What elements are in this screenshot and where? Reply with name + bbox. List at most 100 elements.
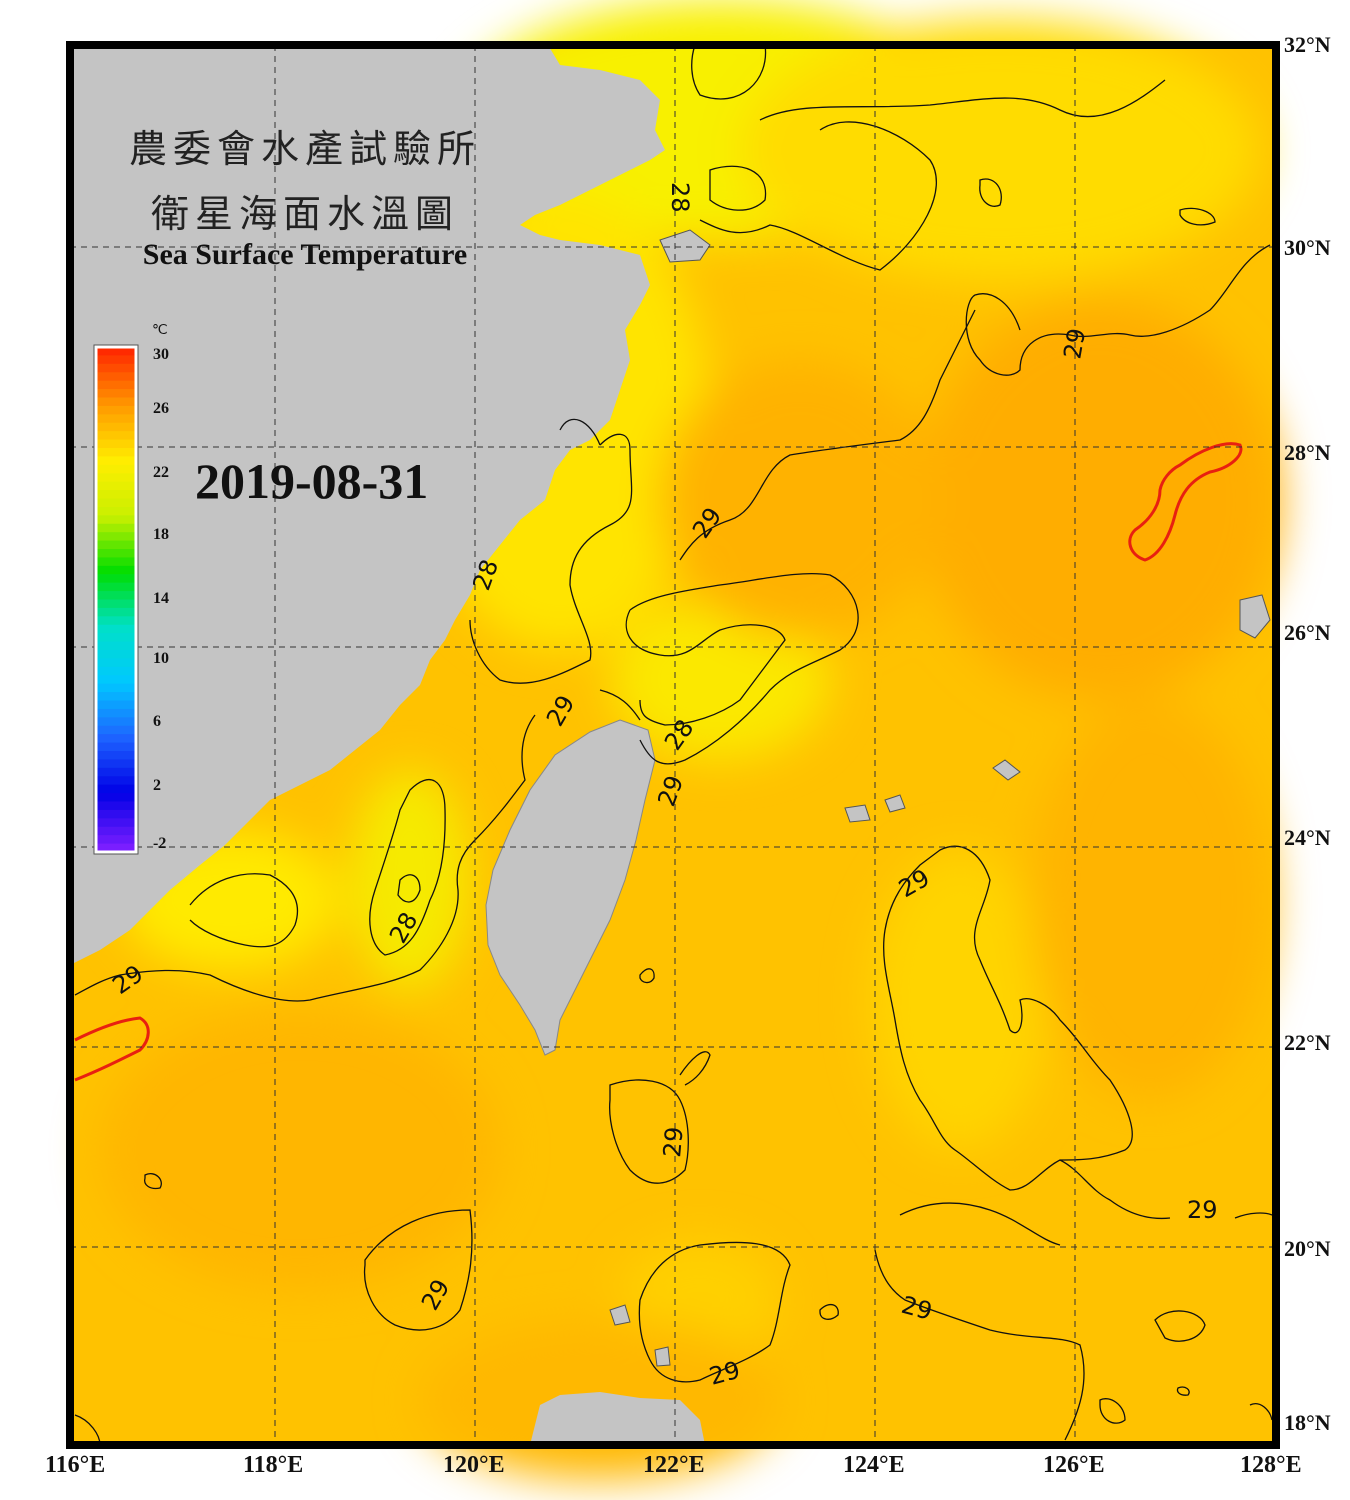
colorbar-stripe <box>96 742 136 752</box>
colorbar-tick: 18 <box>153 526 169 543</box>
lon-label: 118°E <box>243 1452 304 1478</box>
colorbar-stripe <box>96 843 136 853</box>
colorbar-stripe <box>96 767 136 777</box>
colorbar-stripe <box>96 666 136 676</box>
colorbar-stripe <box>96 448 136 458</box>
colorbar-stripe <box>96 422 136 432</box>
colorbar-stripe <box>96 355 136 365</box>
contour-label: 28 <box>666 182 694 213</box>
colorbar-stripe <box>96 734 136 744</box>
colorbar-stripe <box>96 793 136 803</box>
colorbar-tick: 10 <box>153 650 169 667</box>
colorbar-stripe <box>96 784 136 794</box>
colorbar-stripe <box>96 616 136 626</box>
colorbar-stripe <box>96 658 136 668</box>
contour-label: 29 <box>658 1126 689 1159</box>
contour-lines <box>74 44 1273 1446</box>
luzon-land <box>530 1392 705 1445</box>
lat-label: 24°N <box>1284 825 1331 850</box>
colorbar-stripe <box>96 641 136 651</box>
colorbar-stripe <box>96 801 136 811</box>
colorbar-stripe <box>96 439 136 449</box>
colorbar-stripe <box>96 506 136 516</box>
lon-label: 126°E <box>1043 1452 1105 1478</box>
colorbar-stripe <box>96 650 136 660</box>
title-line1: 農委會水產試驗所 <box>128 127 481 171</box>
colorbar-stripe <box>96 473 136 483</box>
colorbar-stripe <box>96 624 136 634</box>
colorbar-tick: 2 <box>153 777 161 794</box>
colorbar-stripe <box>96 826 136 836</box>
colorbar-stripe <box>96 633 136 643</box>
colorbar-stripe <box>96 532 136 542</box>
colorbar-stripe <box>96 397 136 407</box>
contour-label: 29 <box>1187 1196 1218 1224</box>
colorbar-stripe <box>96 607 136 617</box>
colorbar-stripe <box>96 347 136 357</box>
colorbar-stripe <box>96 759 136 769</box>
colorbar-stripe <box>96 582 136 592</box>
colorbar-stripe <box>96 414 136 424</box>
lon-label: 120°E <box>443 1452 505 1478</box>
colorbar-tick: 14 <box>153 590 169 607</box>
lat-label: 22°N <box>1284 1030 1331 1055</box>
colorbar-stripe <box>96 717 136 727</box>
lon-label: 128°E <box>1240 1452 1302 1478</box>
colorbar-stripe <box>96 498 136 508</box>
colorbar-stripe <box>96 565 136 575</box>
title-line2: 衛星海面水溫圖 <box>150 192 459 236</box>
colorbar-tick: 26 <box>153 400 169 417</box>
lon-label: 124°E <box>843 1452 905 1478</box>
colorbar-stripe <box>96 456 136 466</box>
colorbar-unit: ℃ <box>152 323 168 338</box>
lat-label: 28°N <box>1284 440 1331 465</box>
lon-label: 122°E <box>643 1452 705 1478</box>
taiwan-land <box>485 719 656 1056</box>
colorbar <box>93 344 139 855</box>
hot-contours <box>74 442 1243 1082</box>
colorbar-stripe <box>96 683 136 693</box>
title-english: Sea Surface Temperature <box>142 238 468 271</box>
colorbar-stripe <box>96 809 136 819</box>
contour-label: 29 <box>1058 326 1091 361</box>
colorbar-stripe <box>96 540 136 550</box>
colorbar-stripe <box>96 708 136 718</box>
colorbar-tick: 22 <box>153 464 169 481</box>
colorbar-stripe <box>96 557 136 567</box>
colorbar-stripe <box>96 599 136 609</box>
lat-label: 32°N <box>1284 32 1331 57</box>
china-land <box>70 45 665 965</box>
colorbar-stripe <box>96 515 136 525</box>
colorbar-stripe <box>96 405 136 415</box>
lon-label: 116°E <box>45 1452 106 1478</box>
colorbar-stripe <box>96 835 136 845</box>
lat-label: 18°N <box>1284 1410 1331 1435</box>
lat-label: 26°N <box>1284 620 1331 645</box>
colorbar-tick: -2 <box>153 835 167 852</box>
colorbar-stripe <box>96 363 136 373</box>
colorbar-stripe <box>96 372 136 382</box>
colorbar-stripe <box>96 725 136 735</box>
colorbar-stripe <box>96 692 136 702</box>
colorbar-tick: 6 <box>153 713 161 730</box>
graticule <box>70 45 1276 1445</box>
colorbar-tick: 30 <box>153 346 169 363</box>
colorbar-stripe <box>96 675 136 685</box>
lat-label: 30°N <box>1284 235 1331 260</box>
colorbar-stripe <box>96 751 136 761</box>
colorbar-stripe <box>96 490 136 500</box>
colorbar-stripe <box>96 481 136 491</box>
colorbar-stripe <box>96 818 136 828</box>
colorbar-stripe <box>96 389 136 399</box>
colorbar-stripe <box>96 549 136 559</box>
colorbar-stripe <box>96 380 136 390</box>
colorbar-stripe <box>96 591 136 601</box>
colorbar-stripe <box>96 700 136 710</box>
colorbar-stripe <box>96 574 136 584</box>
colorbar-stripe <box>96 776 136 786</box>
colorbar-stripe <box>96 523 136 533</box>
map-frame <box>66 41 1280 1449</box>
colorbar-stripe <box>96 464 136 474</box>
small-islands <box>609 229 1271 1367</box>
